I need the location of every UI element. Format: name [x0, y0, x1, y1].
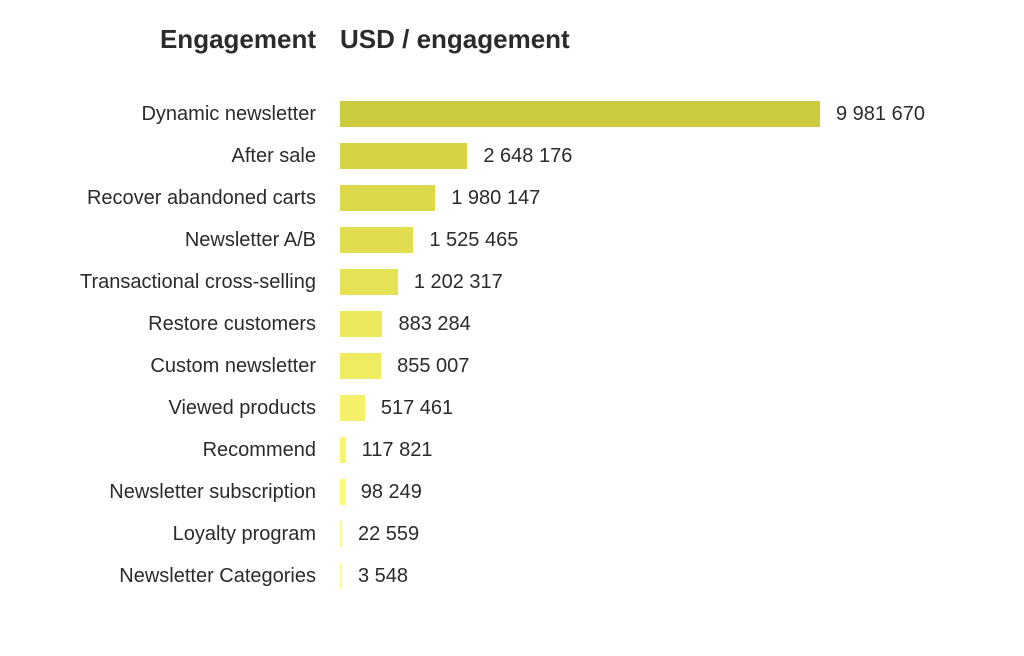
chart-row: Restore customers 883 284 — [40, 303, 984, 345]
category-label: Newsletter A/B — [40, 229, 340, 252]
category-label: Viewed products — [40, 397, 340, 420]
bar — [340, 227, 413, 253]
category-label: Recover abandoned carts — [40, 187, 340, 210]
bar-area: 517 461 — [340, 395, 984, 421]
chart-row: Newsletter Categories 3 548 — [40, 555, 984, 597]
value-label: 9 981 670 — [836, 103, 925, 126]
value-label: 517 461 — [381, 397, 453, 420]
category-label: Recommend — [40, 439, 340, 462]
chart-row: Custom newsletter 855 007 — [40, 345, 984, 387]
bar — [340, 479, 345, 505]
chart-row: Newsletter subscription 98 249 — [40, 471, 984, 513]
category-label: Newsletter Categories — [40, 565, 340, 588]
chart-row: Recommend 117 821 — [40, 429, 984, 471]
bar-area: 1 202 317 — [340, 269, 984, 295]
chart-row: After sale 2 648 176 — [40, 135, 984, 177]
bar — [340, 101, 820, 127]
value-label: 2 648 176 — [483, 145, 572, 168]
value-label: 3 548 — [358, 565, 408, 588]
category-label: Restore customers — [40, 313, 340, 336]
category-label: Transactional cross-selling — [40, 271, 340, 294]
category-label: Newsletter subscription — [40, 481, 340, 504]
chart-row: Transactional cross-selling 1 202 317 — [40, 261, 984, 303]
value-label: 883 284 — [398, 313, 470, 336]
bar-area: 855 007 — [340, 353, 984, 379]
bar — [340, 185, 435, 211]
bar — [340, 269, 398, 295]
chart-header-row: Engagement USD / engagement — [40, 24, 984, 55]
bar — [340, 395, 365, 421]
value-label: 117 821 — [362, 439, 433, 462]
bar-area: 22 559 — [340, 521, 984, 547]
value-label: 855 007 — [397, 355, 469, 378]
chart-rows: Dynamic newsletter 9 981 670 After sale 2 6… — [40, 93, 984, 597]
bar-area: 3 548 — [340, 563, 984, 589]
header-engagement: Engagement — [40, 24, 340, 55]
value-label: 1 525 465 — [429, 229, 518, 252]
value-label: 22 559 — [358, 523, 419, 546]
bar-area: 1 525 465 — [340, 227, 984, 253]
chart-row: Loyalty program 22 559 — [40, 513, 984, 555]
bar-area: 9 981 670 — [340, 101, 984, 127]
bar — [340, 353, 381, 379]
value-label: 1 202 317 — [414, 271, 503, 294]
bar-area: 2 648 176 — [340, 143, 984, 169]
bar — [340, 437, 346, 463]
chart-row: Recover abandoned carts 1 980 147 — [40, 177, 984, 219]
bar — [340, 143, 467, 169]
bar-area: 98 249 — [340, 479, 984, 505]
value-label: 1 980 147 — [451, 187, 540, 210]
bar-area: 883 284 — [340, 311, 984, 337]
bar-area: 117 821 — [340, 437, 984, 463]
chart-row: Viewed products 517 461 — [40, 387, 984, 429]
bar — [340, 311, 382, 337]
category-label: Custom newsletter — [40, 355, 340, 378]
category-label: Loyalty program — [40, 523, 340, 546]
chart-row: Dynamic newsletter 9 981 670 — [40, 93, 984, 135]
bar-area: 1 980 147 — [340, 185, 984, 211]
chart-row: Newsletter A/B 1 525 465 — [40, 219, 984, 261]
category-label: After sale — [40, 145, 340, 168]
bar — [340, 563, 342, 589]
engagement-bar-chart: Engagement USD / engagement Dynamic news… — [0, 0, 1024, 627]
bar — [340, 521, 342, 547]
category-label: Dynamic newsletter — [40, 103, 340, 126]
value-label: 98 249 — [361, 481, 422, 504]
header-usd-per-engagement: USD / engagement — [340, 24, 984, 55]
